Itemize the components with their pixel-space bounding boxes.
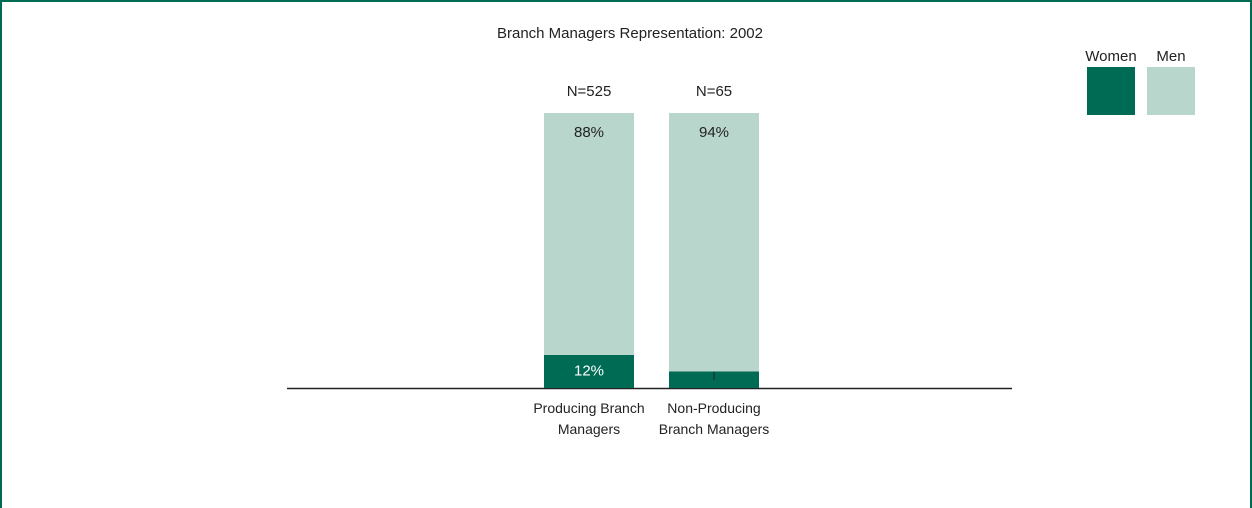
value-label: 88% [574,124,604,141]
value-label: 12% [574,362,604,379]
legend-swatch [1147,67,1195,115]
legend-swatch [1087,67,1135,115]
bar-annotation: N=65 [696,83,732,100]
bar-segment [544,355,634,388]
legend-label: Women [1085,48,1136,65]
x-tick-label: Non-Producing Branch Managers [658,400,770,437]
bar-segment [669,113,759,372]
legend-label: Men [1156,48,1185,65]
bar-segment [544,113,634,355]
value-label: 94% [699,124,729,141]
x-tick-label: Producing Branch Managers [533,400,645,437]
bar-annotation: N=525 [567,83,612,100]
chart-title: Branch Managers Representation: 2002 [497,25,763,42]
